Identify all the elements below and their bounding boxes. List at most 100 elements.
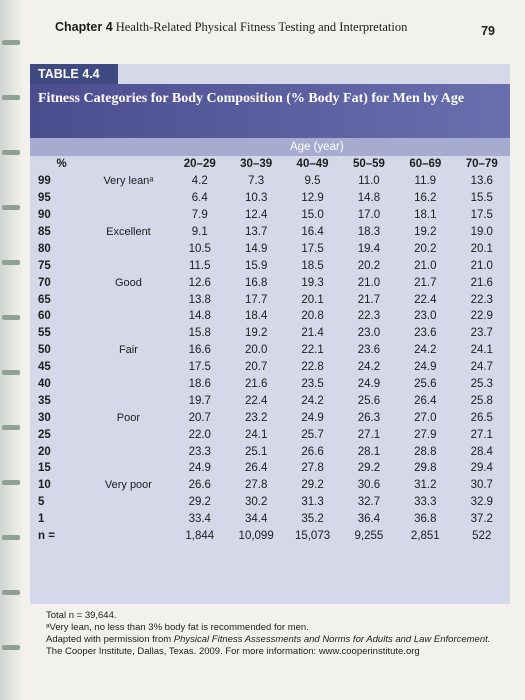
binder-spine (0, 0, 22, 700)
value-cell: 23.2 (244, 411, 268, 424)
value-cell: 13.7 (244, 226, 268, 238)
value-cell: 18.1 (414, 209, 437, 222)
value-cell: 33.3 (414, 496, 437, 509)
source-suffix: The Cooper Institute, Dallas, Texas. 200… (46, 646, 420, 657)
category-cell (85, 443, 171, 460)
value-cell: 21.4 (301, 327, 324, 340)
value-cell: 17.5 (188, 361, 211, 374)
percentile-cell: 90 (38, 209, 51, 222)
binder-ring (2, 590, 20, 595)
table-row: 15 24.9 26.4 27.8 29.2 29.8 29.4 (30, 460, 510, 477)
value-cell: 1,844 (185, 530, 215, 543)
category-cell: Fair (118, 344, 138, 357)
value-cell: 23.6 (414, 327, 437, 340)
category-cell: Poor (116, 411, 141, 424)
table-row: 5 29.2 30.2 31.3 32.7 33.3 32.9 (30, 494, 510, 511)
value-cell: 24.2 (357, 361, 381, 374)
value-cell: 24.9 (357, 378, 381, 391)
value-cell: 37.2 (470, 513, 493, 526)
value-cell: 22.3 (357, 310, 381, 323)
percentile-cell: 35 (38, 394, 51, 407)
percentile-cell: 1 (38, 513, 45, 526)
value-cell: 25.3 (470, 378, 493, 391)
value-cell: 19.4 (357, 242, 381, 255)
value-cell: 12.6 (188, 276, 211, 289)
value-cell: 17.0 (357, 209, 381, 222)
value-cell: 12.9 (301, 192, 324, 205)
value-cell: 36.8 (414, 513, 437, 526)
value-cell: 30.6 (357, 479, 381, 492)
value-cell: 11.5 (188, 259, 211, 272)
value-cell: 24.1 (470, 344, 493, 357)
value-cell: 21.0 (357, 276, 381, 289)
value-cell: 20.2 (357, 259, 381, 272)
value-cell: 31.2 (414, 479, 437, 492)
value-cell: 26.4 (414, 394, 437, 407)
table-row: 35 19.7 22.4 24.2 25.6 26.4 25.8 (30, 392, 510, 409)
category-cell: Very leanᵃ (103, 175, 154, 188)
percentile-cell: 15 (38, 462, 51, 475)
category-cell: Good (114, 276, 142, 289)
category-cell: Very poor (104, 479, 152, 492)
category-cell (85, 460, 171, 477)
source-prefix: Adapted with permission from (46, 634, 174, 645)
value-cell: 24.7 (470, 361, 493, 374)
value-cell: 23.3 (188, 445, 211, 458)
value-cell: 23.7 (470, 327, 493, 340)
value-cell: 20.7 (188, 411, 211, 424)
value-cell: 25.6 (414, 378, 437, 391)
binder-ring (2, 315, 20, 320)
value-cell: 19.7 (188, 394, 211, 407)
table-title: Fitness Categories for Body Composition … (30, 84, 510, 138)
category-cell (85, 359, 171, 376)
value-cell: 14.9 (244, 242, 268, 255)
percentile-cell: 60 (38, 310, 51, 323)
age-group-header: 70–79 (465, 158, 498, 171)
value-cell: 27.8 (301, 462, 324, 475)
value-cell: 28.8 (414, 445, 437, 458)
binder-ring (2, 40, 20, 45)
value-cell: 32.7 (357, 496, 381, 509)
value-cell: 20.1 (301, 293, 324, 306)
value-cell: 26.3 (357, 411, 381, 424)
fitness-data-grid: % 20–29 30–39 40–49 50–59 60–69 70–79 99… (30, 156, 510, 544)
value-cell: 15.8 (188, 327, 211, 340)
age-header-band: Age (year) (30, 138, 510, 156)
table-tag: TABLE 4.4 (30, 64, 118, 84)
table-row: 10 Very poor 26.6 27.8 29.2 30.6 31.2 30.7 (30, 477, 510, 494)
binder-ring (2, 260, 20, 265)
value-cell: 11.9 (414, 175, 437, 188)
value-cell: 24.9 (414, 361, 437, 374)
binder-ring (2, 95, 20, 100)
value-cell: 33.4 (188, 513, 211, 526)
percentile-cell: 75 (38, 259, 51, 272)
value-cell: 18.4 (244, 310, 268, 323)
value-cell: 23.0 (414, 310, 437, 323)
value-cell: 22.3 (470, 293, 493, 306)
value-cell: 19.0 (470, 226, 493, 238)
value-cell: 16.6 (188, 344, 211, 357)
value-cell: 29.4 (470, 462, 493, 475)
value-cell: 14.8 (188, 310, 211, 323)
running-head: Chapter 4 Health-Related Physical Fitnes… (55, 20, 495, 38)
table-row: 90 7.9 12.4 15.0 17.0 18.1 17.5 (30, 207, 510, 224)
value-cell: 16.2 (414, 192, 437, 205)
table-row: 55 15.8 19.2 21.4 23.0 23.6 23.7 (30, 325, 510, 342)
table-row: 75 11.5 15.9 18.5 20.2 21.0 21.0 (30, 257, 510, 274)
value-cell: 27.1 (470, 428, 493, 441)
value-cell: 30.2 (244, 496, 268, 509)
value-cell: 26.4 (244, 462, 268, 475)
table-row: 65 13.8 17.7 20.1 21.7 22.4 22.3 (30, 291, 510, 308)
value-cell: 17.7 (244, 293, 268, 306)
value-cell: 19.3 (301, 276, 324, 289)
category-cell: Excellent (106, 226, 151, 238)
value-cell: 24.2 (301, 394, 324, 407)
percentile-cell: 20 (38, 445, 51, 458)
percentile-cell: 40 (38, 378, 51, 391)
value-cell: 13.8 (188, 293, 211, 306)
value-cell: 22.9 (470, 310, 493, 323)
value-cell: 22.8 (301, 361, 324, 374)
value-cell: 27.1 (357, 428, 381, 441)
value-cell: 24.9 (188, 462, 211, 475)
value-cell: 24.2 (414, 344, 437, 357)
